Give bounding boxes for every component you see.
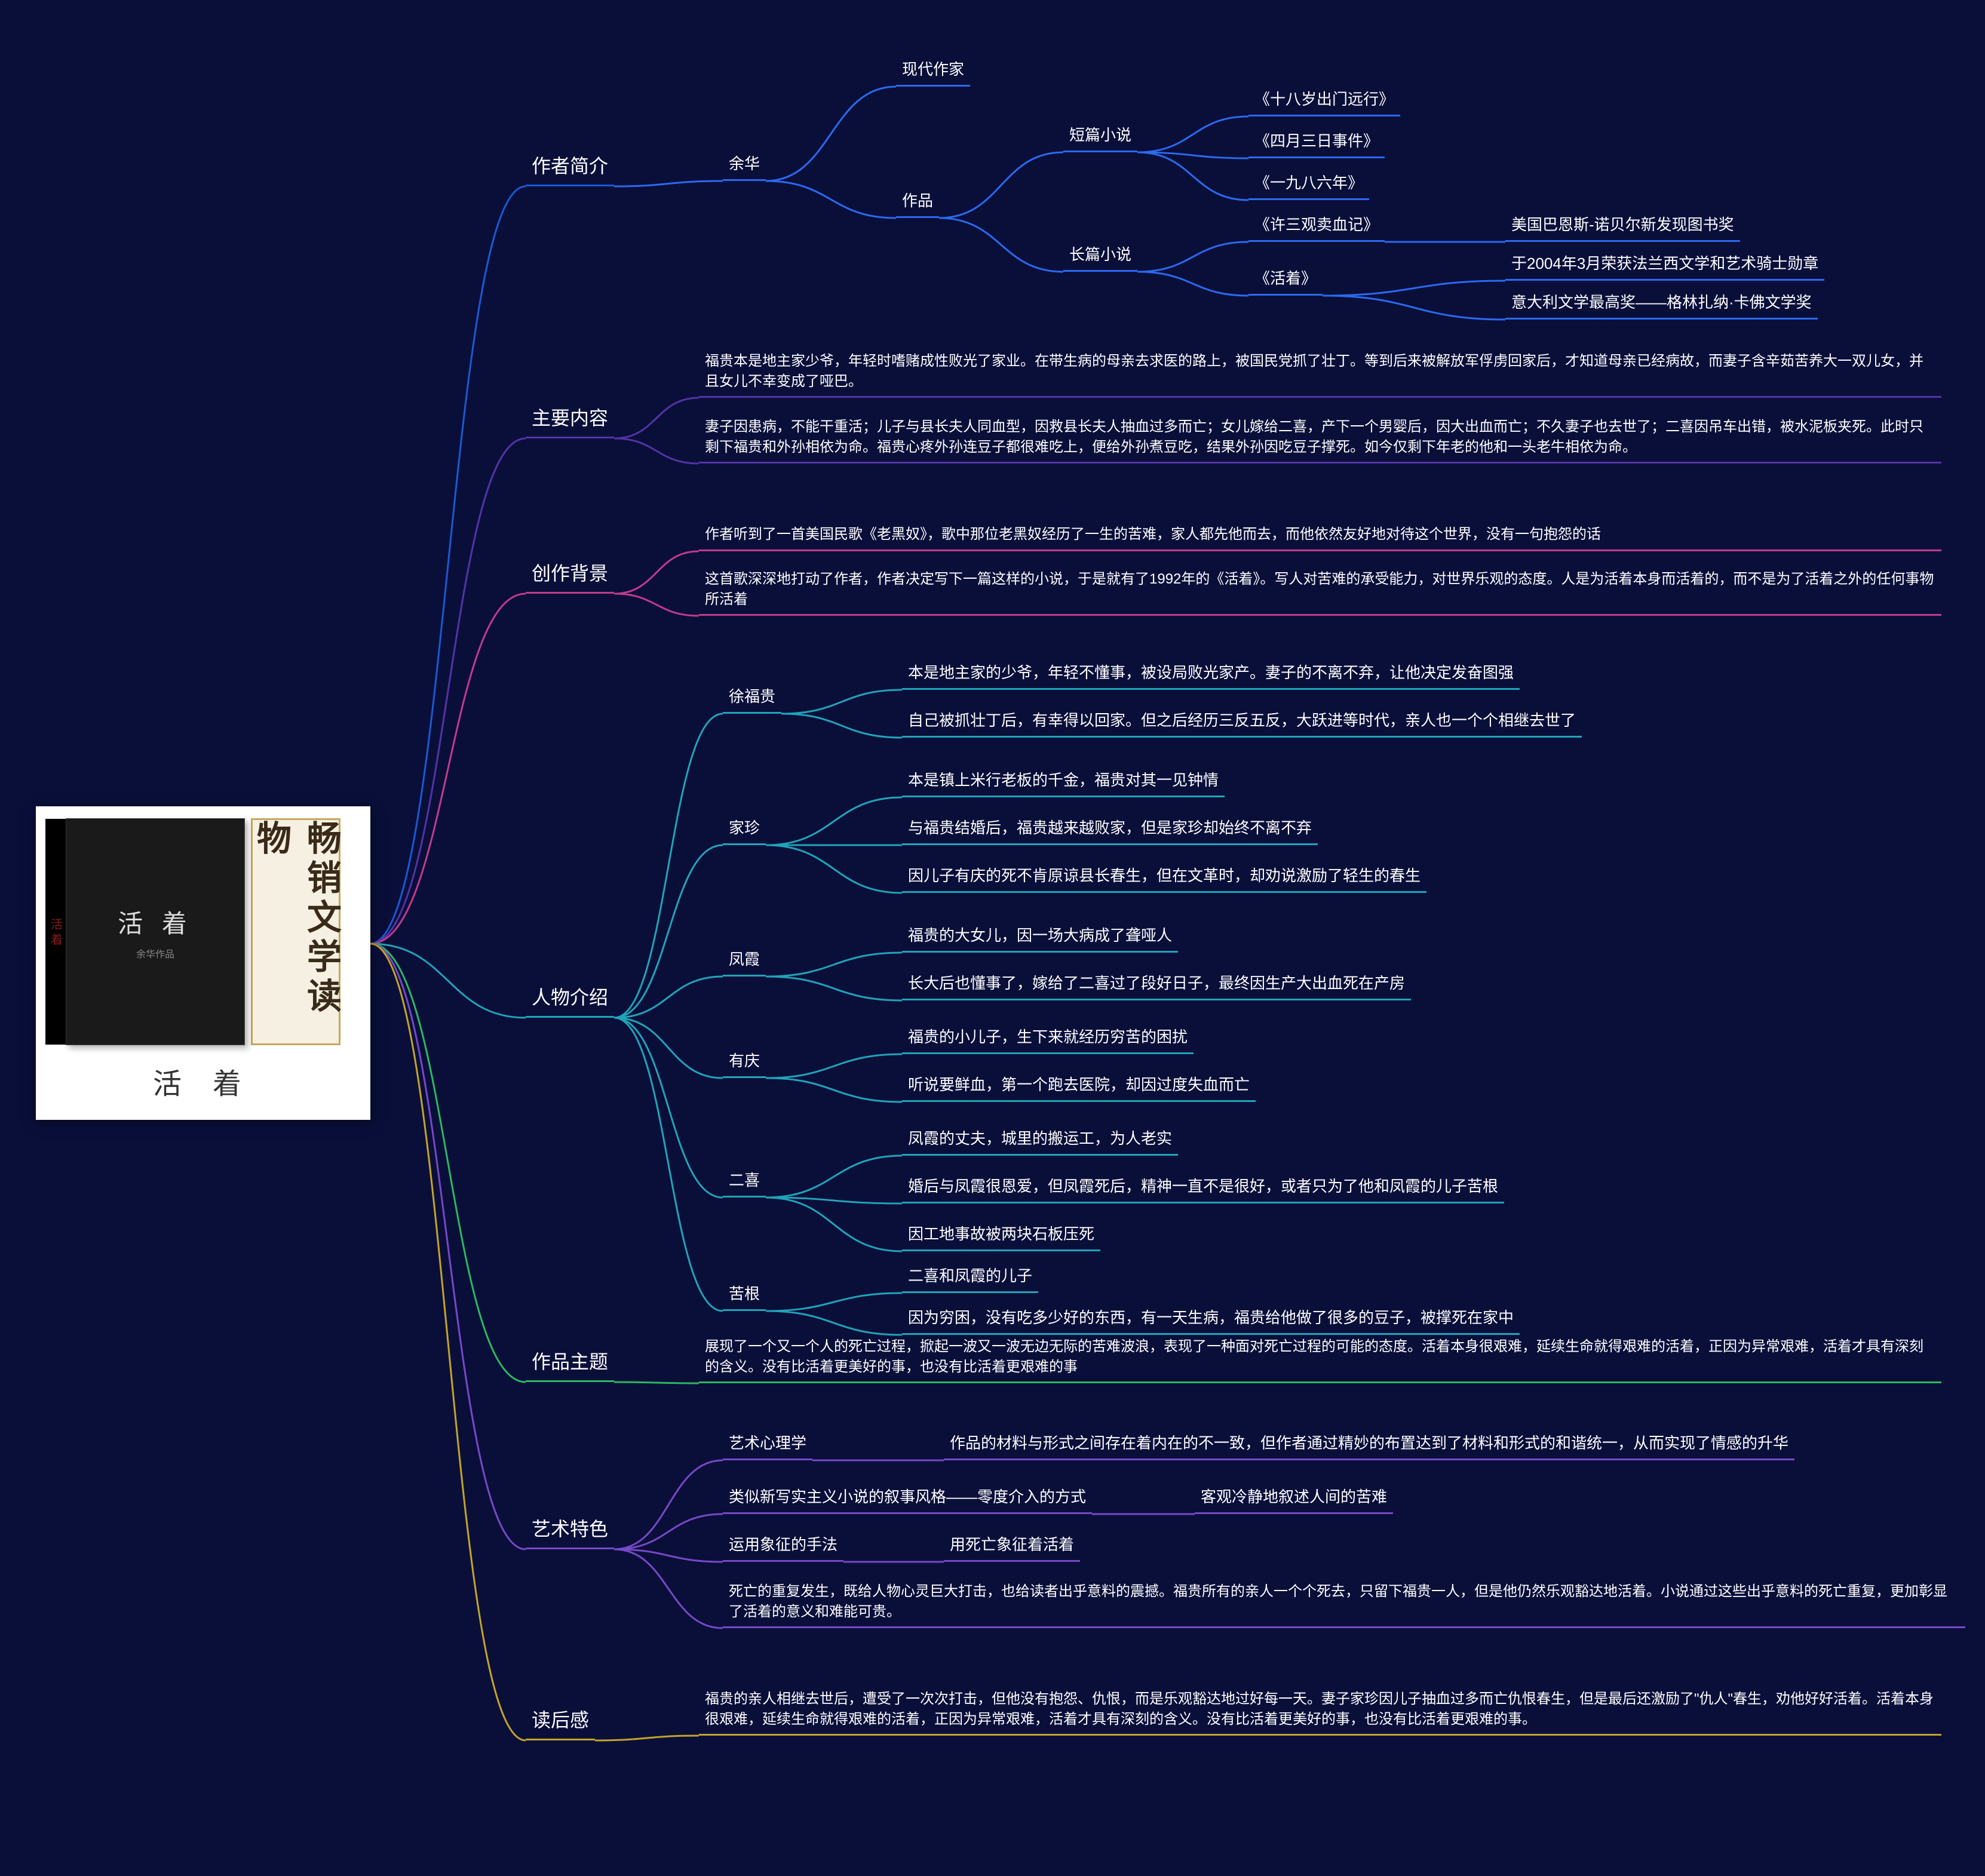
branch-b5[interactable]: 作品主题: [526, 1344, 614, 1382]
node-n17[interactable]: 这首歌深深地打动了作者，作者决定写下一篇这样的小说，于是就有了1992年的《活着…: [699, 564, 1941, 616]
mindmap-canvas: 活 着 活 着 余华作品 畅销文学读物 活 着 作者简介主要内容创作背景人物介绍…: [0, 0, 1985, 1876]
node-n20[interactable]: 凤霞: [723, 944, 766, 977]
node-n2[interactable]: 现代作家: [896, 54, 970, 87]
branch-b3[interactable]: 创作背景: [526, 555, 614, 594]
node-n24[interactable]: 本是地主家的少爷，年轻不懂事，被设局败光家产。妻子的不离不弃，让他决定发奋图强: [902, 657, 1520, 690]
branch-b7[interactable]: 读后感: [526, 1702, 595, 1740]
banner-text: 畅销文学读物: [246, 820, 346, 1043]
book-cover-title: 活 着: [118, 904, 193, 940]
node-n34[interactable]: 婚后与凤霞很恩爱，但凤霞死后，精神一直不是很好，或者只为了他和凤霞的儿子苦根: [902, 1171, 1504, 1203]
node-n4[interactable]: 短篇小说: [1063, 119, 1137, 152]
node-n14[interactable]: 福贵本是地主家少爷，年轻时嗜赌成性败光了家业。在带生病的母亲去求医的路上，被国民…: [699, 346, 1941, 398]
book-cover: 活 着 活 着 余华作品: [66, 818, 245, 1045]
node-n10[interactable]: 《活着》: [1248, 263, 1323, 296]
node-n26[interactable]: 本是镇上米行老板的千金，福贵对其一见钟情: [902, 764, 1225, 797]
node-n31[interactable]: 福贵的小儿子，生下来就经历穷苦的困扰: [902, 1021, 1194, 1054]
node-n21[interactable]: 有庆: [723, 1045, 766, 1078]
node-n45[interactable]: 用死亡象征着活着: [944, 1529, 1080, 1562]
node-n3[interactable]: 作品: [896, 185, 939, 218]
node-n12[interactable]: 于2004年3月荣获法兰西文学和艺术骑士勋章: [1505, 248, 1824, 281]
node-n5[interactable]: 长篇小说: [1063, 239, 1137, 272]
node-n30[interactable]: 长大后也懂事了，嫁给了二喜过了段好日子，最终因生产大出血死在产房: [902, 968, 1411, 1000]
node-n37[interactable]: 因为穷困，没有吃多少好的东西，有一天生病，福贵给他做了很多的豆子，被撑死在家中: [902, 1302, 1520, 1335]
node-n43[interactable]: 作品的材料与形式之间存在着内在的不一致，但作者通过精妙的布置达到了材料和形式的和…: [944, 1427, 1794, 1460]
node-n7[interactable]: 《四月三日事件》: [1248, 125, 1385, 158]
node-n35[interactable]: 因工地事故被两块石板压死: [902, 1218, 1100, 1251]
node-n6[interactable]: 《十八岁出门远行》: [1248, 84, 1400, 116]
node-n16[interactable]: 作者听到了一首美国民歌《老黑奴》，歌中那位老黑奴经历了一生的苦难，家人都先他而去…: [699, 520, 1941, 551]
node-n41[interactable]: 运用象征的手法: [723, 1529, 843, 1562]
node-n25[interactable]: 自己被抓壮丁后，有幸得以回家。但之后经历三反五反，大跃进等时代，亲人也一个个相继…: [902, 705, 1582, 738]
node-n38[interactable]: 展现了一个又一个人的死亡过程，掀起一波又一波无边无际的苦难波浪，表现了一种面对死…: [699, 1332, 1941, 1383]
book-cover-author: 余华作品: [136, 946, 174, 960]
node-n13[interactable]: 意大利文学最高奖——格林扎纳·卡佛文学奖: [1505, 287, 1818, 320]
node-n36[interactable]: 二喜和凤霞的儿子: [902, 1260, 1038, 1293]
root-card: 活 着 活 着 余华作品 畅销文学读物 活 着: [36, 806, 370, 1120]
node-n33[interactable]: 凤霞的丈夫，城里的搬运工，为人老实: [902, 1123, 1178, 1156]
branch-b4[interactable]: 人物介绍: [526, 980, 614, 1018]
branch-b2[interactable]: 主要内容: [526, 400, 614, 438]
root-title: 活 着: [48, 1060, 358, 1102]
node-n22[interactable]: 二喜: [723, 1165, 766, 1198]
book-spine: 活 着: [45, 819, 66, 1045]
node-n28[interactable]: 因儿子有庆的死不肯原谅县长春生，但在文革时，却劝说激励了轻生的春生: [902, 860, 1426, 893]
book-visual: 活 着 活 着 余华作品 畅销文学读物: [48, 818, 358, 1045]
node-n32[interactable]: 听说要鲜血，第一个跑去医院，却因过度失血而亡: [902, 1069, 1256, 1102]
node-n23[interactable]: 苦根: [723, 1278, 766, 1311]
node-n29[interactable]: 福贵的大女儿，因一场大病成了聋哑人: [902, 920, 1178, 953]
node-n19[interactable]: 家珍: [723, 812, 766, 845]
node-n27[interactable]: 与福贵结婚后，福贵越来越败家，但是家珍却始终不离不弃: [902, 812, 1318, 845]
node-n44[interactable]: 客观冷静地叙述人间的苦难: [1195, 1481, 1393, 1514]
banner: 畅销文学读物: [251, 818, 340, 1045]
node-n46[interactable]: 福贵的亲人相继去世后，遭受了一次次打击，但他没有抱怨、仇恨，而是乐观豁达地过好每…: [699, 1684, 1941, 1736]
node-n40[interactable]: 类似新写实主义小说的叙事风格——零度介入的方式: [723, 1481, 1092, 1514]
branch-b6[interactable]: 艺术特色: [526, 1511, 614, 1549]
node-n18[interactable]: 徐福贵: [723, 681, 781, 714]
node-n15[interactable]: 妻子因患病，不能干重活；儿子与县长夫人同血型，因救县长夫人抽血过多而亡；女儿嫁给…: [699, 412, 1941, 463]
node-n39[interactable]: 艺术心理学: [723, 1427, 812, 1460]
node-n8[interactable]: 《一九八六年》: [1248, 167, 1369, 200]
node-n1[interactable]: 余华: [723, 148, 766, 181]
node-n11[interactable]: 美国巴恩斯-诺贝尔新发现图书奖: [1505, 209, 1740, 242]
node-n9[interactable]: 《许三观卖血记》: [1248, 209, 1385, 242]
branch-b1[interactable]: 作者简介: [526, 148, 614, 186]
node-n42[interactable]: 死亡的重复发生，既给人物心灵巨大打击，也给读者出乎意料的震撼。福贵所有的亲人一个…: [723, 1577, 1965, 1628]
